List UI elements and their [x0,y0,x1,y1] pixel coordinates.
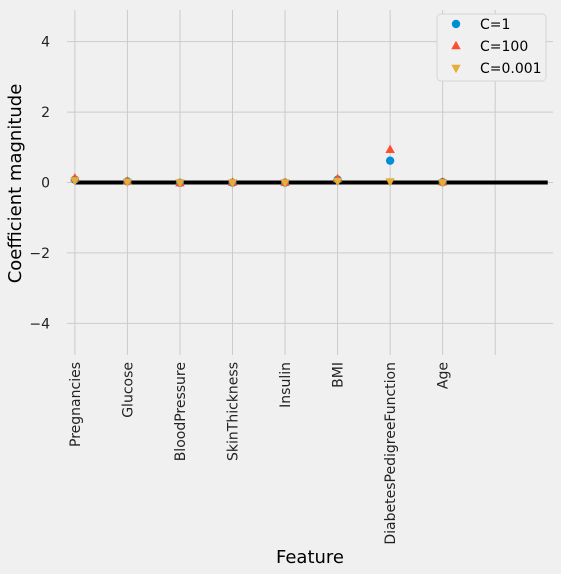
x-tick-label: Insulin [278,362,294,408]
data-point [280,179,290,188]
y-tick-label: −2 [29,246,50,262]
data-point [332,177,343,187]
y-tick-label: 4 [41,35,50,51]
x-tick-label: Pregnancies [68,362,84,447]
y-tick-label: −4 [29,316,50,332]
data-points [70,144,448,188]
data-point [385,144,395,153]
x-tick-label: BMI [331,362,347,388]
x-tick-label: DiabetesPedigreeFunction [383,362,399,545]
x-tick-label: SkinThickness [226,362,242,461]
legend-marker [451,64,461,74]
data-point [385,178,395,187]
legend: C=1 C=100 C=0.001 [436,13,547,82]
legend-marker [451,40,461,50]
data-point [437,179,448,188]
legend-label: C=0.001 [480,61,542,77]
x-tick-labels: Pregnancies Glucose BloodPressure SkinThick… [68,362,452,545]
legend-box [436,13,547,82]
x-tick-label: Glucose [120,362,136,418]
data-point [122,178,133,187]
data-point [385,156,395,165]
y-tick-labels: −4 −2 0 2 4 [29,35,50,333]
y-tick-label: 0 [41,176,50,192]
legend-label: C=1 [480,17,510,33]
y-tick-label: 2 [41,105,50,121]
series-C=0.001 [70,177,448,188]
data-point [70,177,80,186]
legend-marker [451,19,461,29]
x-tick-label: BloodPressure [173,362,189,461]
data-point [175,179,185,188]
x-axis-label: Feature [276,547,344,568]
y-axis-label: Coefficient magnitude [5,84,26,284]
x-tick-label: Age [436,362,452,389]
data-point [227,179,238,188]
legend-label: C=100 [480,39,528,55]
